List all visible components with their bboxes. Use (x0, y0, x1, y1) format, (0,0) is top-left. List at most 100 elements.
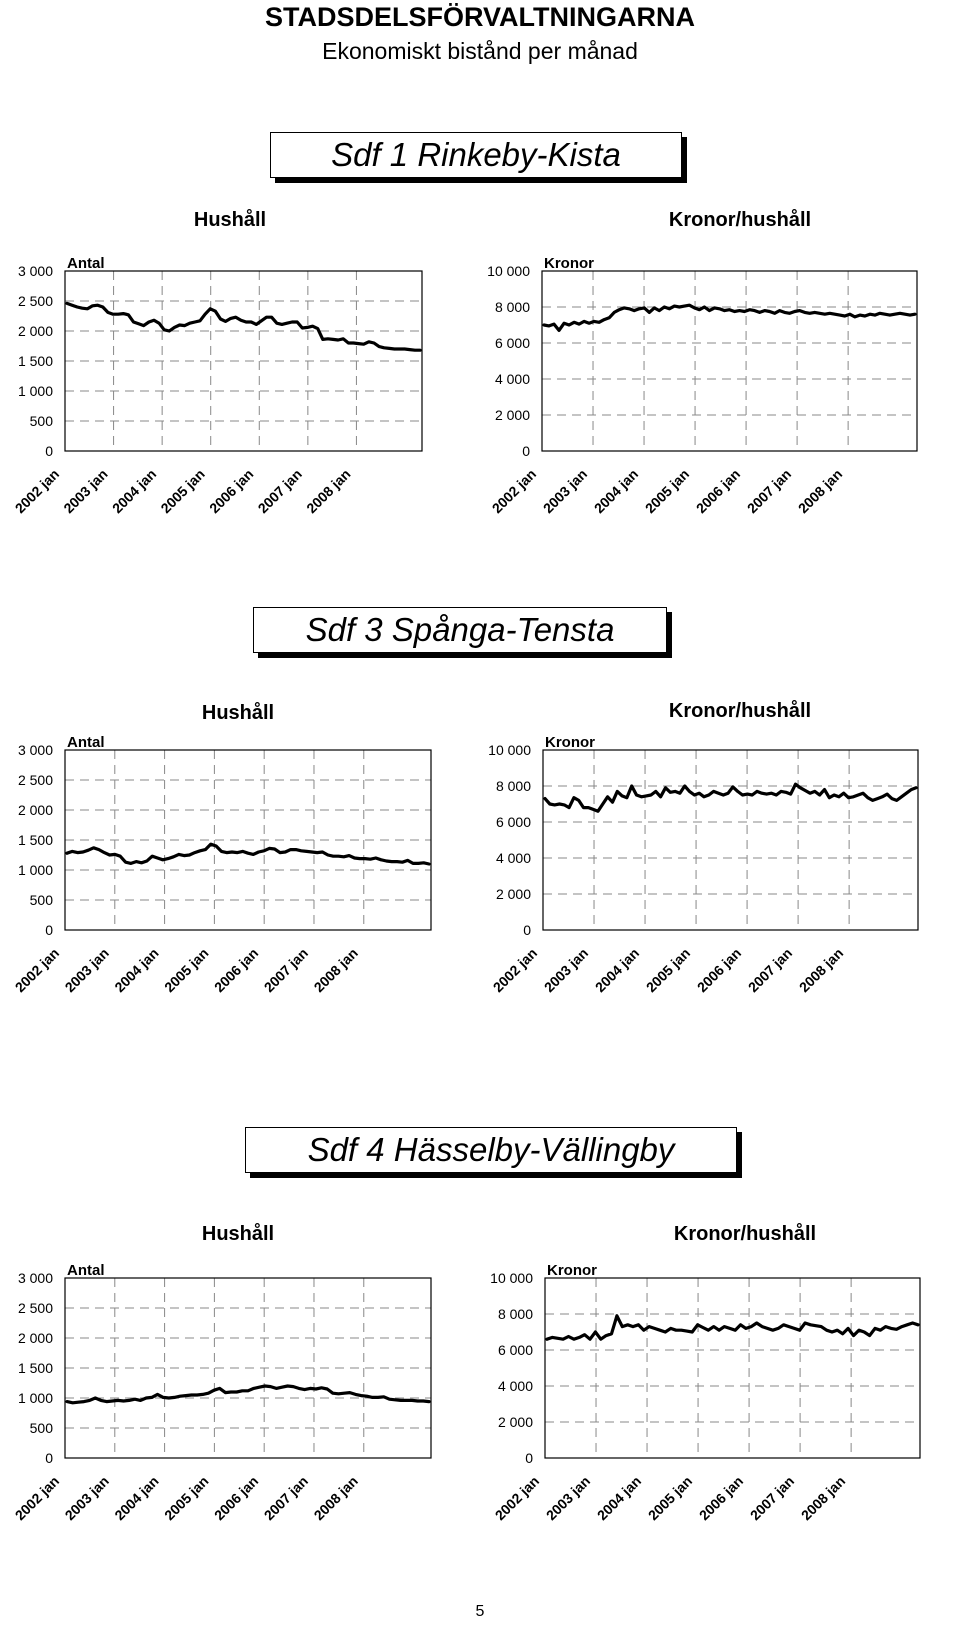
y-tick-label: 4 000 (498, 1378, 533, 1394)
x-tick-label: 2003 jan (540, 466, 590, 516)
x-tick-label: 2005 jan (157, 466, 207, 516)
y-tick-label: 2 500 (18, 1300, 53, 1316)
y-tick-label: 0 (522, 443, 530, 459)
x-tick-label: 2007 jan (255, 466, 305, 516)
y-tick-label: 10 000 (487, 263, 530, 279)
unit-label: Kronor (545, 734, 595, 751)
x-tick-label: 2008 jan (796, 945, 846, 995)
y-tick-label: 1 000 (18, 383, 53, 399)
x-tick-label: 2007 jan (745, 945, 795, 995)
plot-area-border (64, 270, 423, 452)
x-tick-label: 2006 jan (206, 466, 256, 516)
x-tick-label: 2007 jan (747, 1473, 797, 1523)
y-tick-label: 1 500 (18, 353, 53, 369)
document-title: STADSDELSFÖRVALTNINGARNA (265, 2, 695, 32)
plot-area-border (542, 749, 919, 931)
y-tick-label: 2 000 (18, 323, 53, 339)
x-tick-label: 2003 jan (543, 1473, 593, 1523)
left-chart-heading: Hushåll (201, 1223, 275, 1245)
x-tick-label: 2002 jan (489, 466, 539, 516)
amount-per-household-chart: 0 2 000 4 000 6 000 8 000 10 000 2002 jan 2003 … (487, 255, 918, 516)
y-tick-label: 10 000 (488, 742, 531, 758)
unit-label: Kronor (544, 255, 594, 272)
y-tick-label: 500 (30, 892, 54, 908)
series-line (545, 1314, 920, 1341)
x-tick-label: 2007 jan (261, 1473, 311, 1523)
x-tick-label: 2002 jan (492, 1473, 542, 1523)
y-tick-label: 3 000 (18, 742, 53, 758)
y-tick-label: 1 500 (18, 1360, 53, 1376)
y-tick-label: 2 000 (498, 1414, 533, 1430)
y-tick-label: 4 000 (496, 850, 531, 866)
x-tick-label: 2002 jan (490, 945, 540, 995)
x-tick-label: 2002 jan (12, 1473, 62, 1523)
left-chart-heading: Hushåll (201, 702, 275, 724)
amount-per-household-chart: 0 2 000 4 000 6 000 8 000 10 000 2002 jan 2003 … (488, 734, 919, 995)
x-tick-label: 2005 jan (645, 1473, 695, 1523)
y-tick-label: 6 000 (498, 1342, 533, 1358)
x-tick-label: 2005 jan (161, 945, 211, 995)
x-tick-label: 2006 jan (693, 466, 743, 516)
y-tick-label: 0 (45, 922, 53, 938)
x-tick-label: 2006 jan (696, 1473, 746, 1523)
document-subtitle: Ekonomiskt bistånd per månad (322, 38, 638, 64)
plot-area-border (541, 270, 918, 452)
x-tick-label: 2004 jan (594, 1473, 644, 1523)
page-number: 5 (475, 1603, 485, 1620)
y-tick-label: 0 (45, 1450, 53, 1466)
right-chart-heading: Kronor/hushåll (668, 209, 812, 231)
unit-label: Antal (67, 734, 105, 751)
y-tick-label: 6 000 (495, 335, 530, 351)
y-tick-label: 10 000 (490, 1270, 533, 1286)
x-tick-label: 2004 jan (591, 466, 641, 516)
y-tick-label: 2 000 (495, 407, 530, 423)
x-tick-label: 2008 jan (303, 466, 353, 516)
x-tick-label: 2003 jan (541, 945, 591, 995)
x-tick-label: 2007 jan (261, 945, 311, 995)
left-chart-heading: Hushåll (193, 209, 267, 231)
unit-label: Antal (67, 1262, 105, 1279)
y-tick-label: 500 (30, 1420, 54, 1436)
y-tick-label: 2 000 (18, 802, 53, 818)
x-tick-label: 2005 jan (642, 466, 692, 516)
district-title-box: Sdf 4 Hässelby-Vällingby (245, 1127, 737, 1173)
x-tick-label: 2002 jan (12, 466, 62, 516)
x-tick-label: 2004 jan (592, 945, 642, 995)
amount-per-household-chart: 0 2 000 4 000 6 000 8 000 10 000 2002 jan 2003 … (490, 1262, 921, 1523)
x-tick-label: 2007 jan (744, 466, 794, 516)
x-tick-label: 2003 jan (60, 466, 110, 516)
y-tick-label: 2 500 (18, 293, 53, 309)
x-tick-label: 2008 jan (798, 1473, 848, 1523)
series-line (542, 303, 917, 333)
right-chart-heading: Kronor/hushåll (673, 1223, 817, 1245)
y-tick-label: 2 000 (18, 1330, 53, 1346)
district-title-box: Sdf 1 Rinkeby-Kista (270, 132, 682, 178)
series-line (65, 301, 422, 352)
y-tick-label: 1 000 (18, 1390, 53, 1406)
x-tick-label: 2008 jan (311, 1473, 361, 1523)
y-tick-label: 1 500 (18, 832, 53, 848)
x-tick-label: 2006 jan (694, 945, 744, 995)
y-tick-label: 0 (525, 1450, 533, 1466)
y-tick-label: 0 (523, 922, 531, 938)
x-tick-label: 2002 jan (12, 945, 62, 995)
x-tick-label: 2005 jan (643, 945, 693, 995)
y-tick-label: 8 000 (498, 1306, 533, 1322)
x-tick-label: 2006 jan (211, 945, 261, 995)
y-tick-label: 8 000 (495, 299, 530, 315)
x-tick-label: 2004 jan (109, 466, 159, 516)
y-tick-label: 500 (30, 413, 54, 429)
series-line (543, 782, 918, 813)
y-tick-label: 3 000 (18, 1270, 53, 1286)
x-tick-label: 2003 jan (62, 1473, 112, 1523)
y-tick-label: 3 000 (18, 263, 53, 279)
y-tick-label: 0 (45, 443, 53, 459)
y-tick-label: 4 000 (495, 371, 530, 387)
right-chart-heading: Kronor/hushåll (668, 700, 812, 722)
series-line (65, 842, 431, 866)
x-tick-label: 2006 jan (211, 1473, 261, 1523)
y-tick-label: 8 000 (496, 778, 531, 794)
plot-area-border (544, 1277, 921, 1459)
